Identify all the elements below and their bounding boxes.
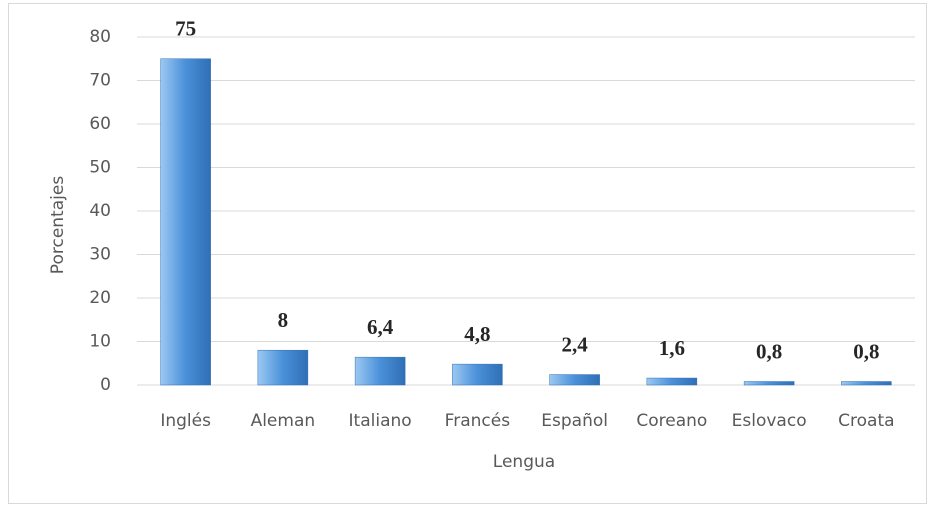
y-tick-label: 70 <box>89 71 111 91</box>
y-tick-label: 80 <box>89 27 111 47</box>
y-tick-label: 40 <box>89 201 111 221</box>
x-tick-label: Coreano <box>636 411 707 431</box>
x-tick-label: Aleman <box>251 411 316 431</box>
y-tick-label: 30 <box>89 245 111 265</box>
value-label: 2,4 <box>562 332 589 356</box>
bar <box>646 377 698 386</box>
y-tick-label: 60 <box>89 114 111 134</box>
bar <box>257 349 309 386</box>
x-axis-label: Lengua <box>493 452 555 472</box>
y-tick-label: 0 <box>100 375 111 395</box>
y-tick-label: 50 <box>89 158 111 178</box>
bar <box>841 381 892 386</box>
bar <box>549 374 600 386</box>
y-tick-label: 10 <box>89 332 111 352</box>
y-tick-label: 20 <box>89 288 111 308</box>
x-tick-label: Inglés <box>160 411 211 431</box>
value-label: 4,8 <box>464 322 490 346</box>
bar <box>160 58 211 386</box>
x-tick-label: Italiano <box>349 411 412 431</box>
bar <box>743 381 795 386</box>
y-axis-label: Porcentajes <box>48 176 68 275</box>
value-label: 6,4 <box>367 315 394 339</box>
x-tick-label: Eslovaco <box>732 411 807 431</box>
bar <box>354 356 406 386</box>
x-tick-label: Francés <box>445 411 511 431</box>
value-label: 8 <box>278 308 289 332</box>
value-label: 1,6 <box>659 336 685 360</box>
value-label: 75 <box>175 17 196 41</box>
bar <box>452 363 503 386</box>
value-label: 0,8 <box>853 339 879 363</box>
x-tick-label: Español <box>541 411 608 431</box>
chart-frame <box>8 3 927 504</box>
value-label: 0,8 <box>756 339 782 363</box>
x-tick-label: Croata <box>838 411 894 431</box>
